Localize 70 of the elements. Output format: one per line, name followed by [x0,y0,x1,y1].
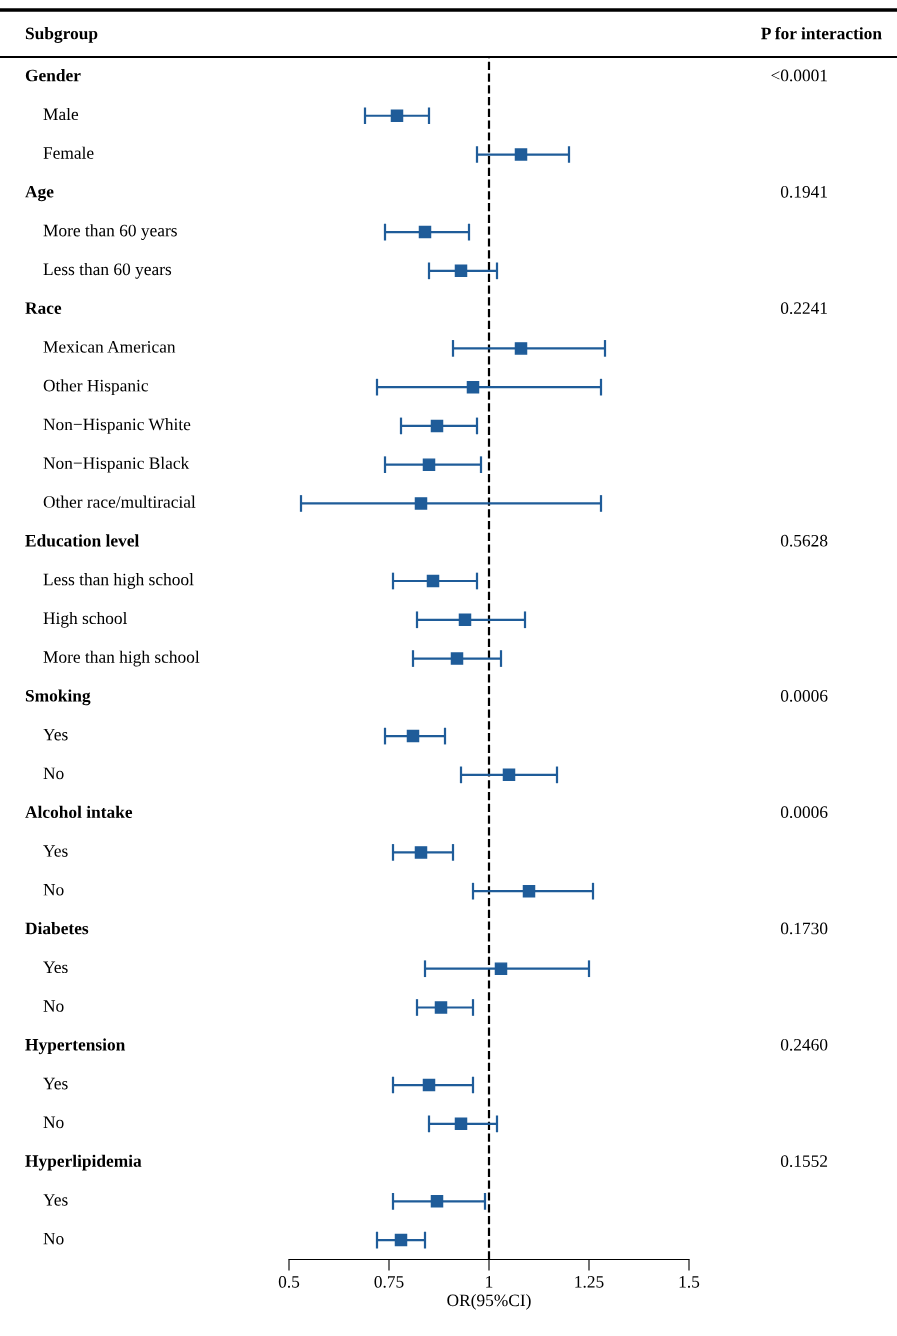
point [394,1233,408,1247]
text: Alcohol intake [25,805,133,818]
text: 0.5628 [780,534,828,547]
point [450,652,464,665]
x-tick-label: 0.75 [374,1275,404,1288]
y-tick-label: Yes [43,1194,68,1206]
y-tick-label: Less than high school [43,573,194,589]
x-axis-title: OR(95%CI) [447,1293,531,1310]
text: P for interaction [761,26,882,40]
y-tick-label: Male [43,107,79,121]
text: Hypertension [25,1038,126,1055]
text: 0.1552 [780,1155,828,1167]
y-tick-label: No [43,1000,64,1012]
point [418,225,432,239]
point [426,574,440,588]
point [514,148,528,161]
y-tick-label: Yes [43,1077,68,1090]
y-tick-label: Yes [43,845,68,857]
point [466,380,480,394]
text: Education level [25,534,139,547]
y-tick-label: Other race/multiracial [43,495,196,508]
y-tick-label: High school [43,611,128,628]
y-tick-label: Yes [43,728,68,741]
x-tick-label: 0.5 [278,1275,300,1288]
point [522,884,536,898]
x-tick-label: 1.5 [679,1276,700,1288]
text: <0.0001 [771,69,827,82]
y-tick-label: Non−Hispanic White [43,418,191,434]
y-tick-label: No [43,767,64,780]
point [514,342,528,355]
point [434,1001,448,1014]
y-tick-label: Non−Hispanic Black [43,456,190,473]
point [422,1078,436,1092]
point [406,729,420,743]
y-tick-label: Mexican American [43,341,176,353]
point [494,962,508,975]
text: Race [25,302,62,314]
point [430,1195,444,1208]
point [390,109,404,123]
point [458,613,472,627]
text: 0.2241 [780,302,827,315]
y-axis-title: Subgroup [25,27,98,43]
y-tick-label: More than 60 years [43,224,177,240]
y-tick-label: Yes [43,961,68,974]
text: Age [25,185,54,202]
y-tick-label: Less than 60 years [43,262,172,279]
point [414,846,428,859]
y-tick-label: Female [43,146,94,159]
point [414,497,428,510]
text: Smoking [25,689,91,706]
point [422,458,436,471]
text: Diabetes [25,922,89,935]
y-tick-label: No [43,1116,64,1129]
text: 0.1941 [780,185,827,198]
text: 0.2460 [780,1038,828,1051]
text: 0.1730 [780,922,828,935]
text: Hyperlipidemia [25,1154,142,1171]
text: Gender [25,69,81,82]
y-tick-label: No [43,883,64,896]
y-tick-label: More than high school [43,650,200,667]
text: 0.0006 [780,689,828,702]
point [502,768,516,782]
y-tick-label: Other Hispanic [43,379,149,396]
x-tick-label: 1.25 [575,1276,604,1288]
point [454,264,468,278]
text: 0.0006 [780,806,828,819]
point [430,419,444,433]
x-tick-label: 1 [486,1276,493,1288]
point [454,1117,468,1131]
y-tick-label: No [43,1232,64,1245]
